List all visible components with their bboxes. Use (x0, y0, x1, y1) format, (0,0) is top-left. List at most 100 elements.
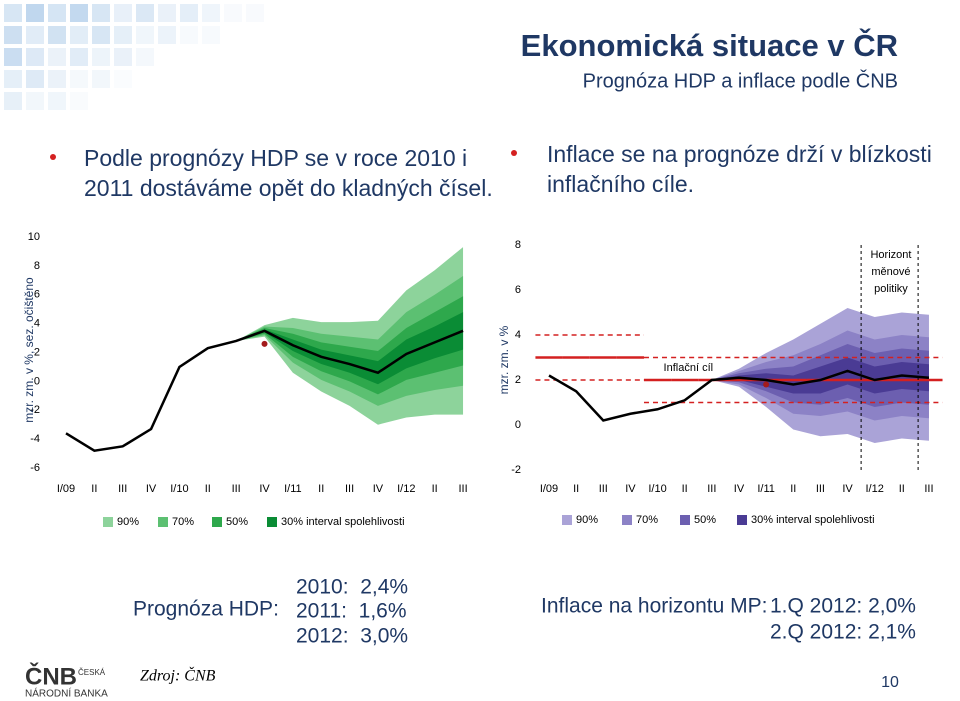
x-tick-label: II (573, 483, 579, 495)
pattern-square (224, 4, 242, 22)
x-tick-label: IV (259, 483, 270, 495)
legend-label: 30% interval spolehlivosti (751, 514, 875, 526)
x-tick-label: III (707, 483, 716, 495)
y-tick-label: 2 (34, 346, 40, 358)
x-tick-label: III (599, 483, 608, 495)
pattern-square (180, 26, 198, 44)
y-tick-label: 4 (515, 329, 521, 341)
x-tick-label: IV (734, 483, 745, 495)
pattern-square (4, 48, 22, 66)
legend-label: 50% (694, 514, 716, 526)
pattern-square (114, 26, 132, 44)
x-tick-label: II (318, 483, 324, 495)
y-tick-label: -6 (30, 462, 40, 474)
pattern-square (114, 70, 132, 88)
y-axis-title: mzr. zm. v %, sez. očištěno (22, 277, 36, 423)
x-tick-label: I/09 (540, 483, 558, 495)
logo-text: NÁRODNÍ BANKA (25, 687, 108, 700)
legend-swatch (158, 517, 168, 527)
legend-label: 70% (172, 516, 194, 528)
legend-swatch (267, 517, 277, 527)
bullet-text: Podle prognózy HDP se v roce 2010 i (84, 145, 467, 171)
x-tick-label: III (232, 483, 241, 495)
pattern-square (246, 4, 264, 22)
pattern-square (70, 92, 88, 110)
pattern-square (70, 26, 88, 44)
inflation-label: Inflace na horizontu MP: (541, 595, 767, 618)
y-tick-label: 8 (34, 260, 40, 272)
legend-label: 50% (226, 516, 248, 528)
pattern-square (4, 70, 22, 88)
x-tick-label: I/12 (397, 483, 415, 495)
data-line (548, 369, 930, 422)
x-tick-label: I/09 (57, 483, 75, 495)
y-tick-label: 0 (515, 419, 521, 431)
pattern-square (26, 26, 44, 44)
pattern-square (136, 4, 154, 22)
legend-swatch (212, 517, 222, 527)
page-number: 10 (881, 674, 899, 691)
pattern-square (4, 92, 22, 110)
slide-subtitle: Prognóza HDP a inflace podle ČNB (583, 69, 898, 92)
y-tick-label: 4 (34, 318, 40, 330)
inflation-line: 1.Q 2012: 2,0% (770, 595, 916, 618)
pattern-square (158, 4, 176, 22)
logo-text: ČESKÁ (78, 668, 106, 677)
y-tick-label: 8 (515, 239, 521, 251)
x-tick-label: IV (373, 483, 384, 495)
pattern-square (202, 26, 220, 44)
x-tick-label: IV (146, 483, 157, 495)
pattern-square (136, 26, 154, 44)
x-tick-label: III (816, 483, 825, 495)
pattern-square (202, 4, 220, 22)
x-tick-label: III (345, 483, 354, 495)
legend-swatch (737, 515, 747, 525)
bullet-dot (511, 150, 517, 156)
x-tick-label: II (682, 483, 688, 495)
pattern-square (180, 4, 198, 22)
pattern-square (48, 4, 66, 22)
x-tick-label: I/11 (757, 483, 775, 495)
pattern-square (4, 26, 22, 44)
x-tick-label: II (432, 483, 438, 495)
pattern-square (48, 92, 66, 110)
legend-label: 90% (576, 514, 598, 526)
y-tick-label: -2 (30, 404, 40, 416)
pattern-square (70, 70, 88, 88)
x-tick-label: II (91, 483, 97, 495)
y-tick-label: -4 (30, 433, 40, 445)
horizon-label: měnové (871, 266, 910, 278)
pattern-square (158, 26, 176, 44)
pattern-square (92, 70, 110, 88)
gdp-label: Prognóza HDP: (133, 598, 279, 621)
data-line (65, 329, 464, 452)
charts: mzr. zm. v %, sez. očištěno -6 -4 -2 0 2 4 6 8 10… (22, 231, 943, 528)
x-tick-label: IV (842, 483, 853, 495)
x-tick-label: I/12 (866, 483, 884, 495)
data-point (763, 381, 770, 388)
source: Zdroj: ČNB (140, 666, 216, 685)
bullet-text: 2011 dostáváme opět do kladných čísel. (84, 175, 493, 201)
legend-label: 30% interval spolehlivosti (281, 516, 405, 528)
pattern-square (92, 48, 110, 66)
x-tick-label: III (924, 483, 933, 495)
pattern-square (92, 4, 110, 22)
gdp-line: 2011: 1,6% (296, 600, 407, 623)
pattern-square (114, 48, 132, 66)
horizon-label: Horizont (870, 249, 911, 261)
horizon-label: politiky (874, 283, 908, 295)
gdp-line: 2012: 3,0% (296, 625, 408, 648)
pattern-square (26, 4, 44, 22)
legend-swatch (562, 515, 572, 525)
x-tick-label: II (205, 483, 211, 495)
pattern-square (136, 48, 154, 66)
x-tick-label: I/11 (284, 483, 302, 495)
background-pattern (4, 4, 264, 110)
y-tick-label: 10 (28, 231, 40, 243)
y-tick-label: 0 (34, 375, 40, 387)
gdp-line: 2010: 2,4% (296, 576, 408, 599)
bullet-text: Inflace se na prognóze drží v blízkosti (547, 141, 932, 167)
legend-swatch (103, 517, 113, 527)
y-tick-label: 6 (34, 289, 40, 301)
